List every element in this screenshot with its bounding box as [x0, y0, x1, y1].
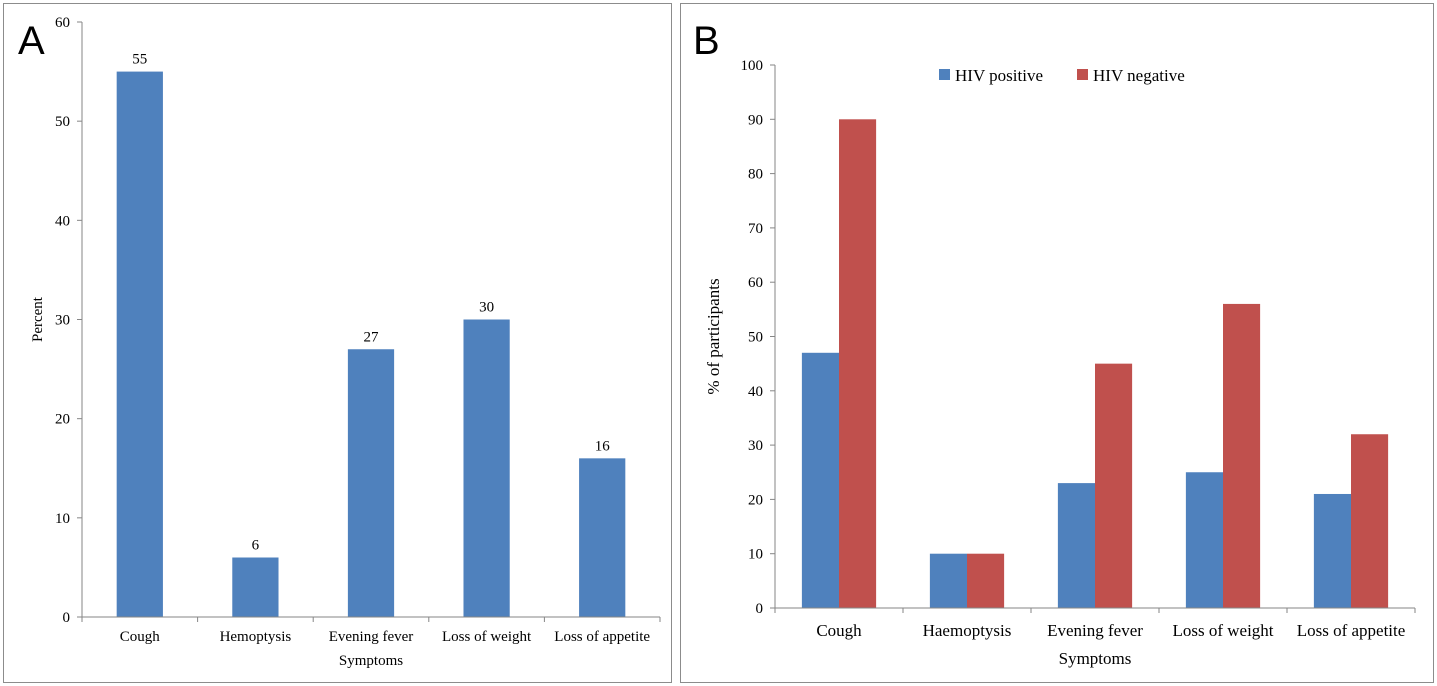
chart-panel-a: A 0 10 20 30 40 50 60 55 Cough 6 Hemoptysis 27 Eveni…: [3, 3, 672, 683]
chart-b-y-tick-label: 10: [748, 547, 763, 563]
chart-b-category-label: Haemoptysis: [923, 621, 1012, 640]
chart-b-y-tick-label: 100: [741, 58, 764, 74]
chart-a-data-label: 55: [132, 52, 147, 68]
chart-b-category-label: Loss of appetite: [1297, 621, 1406, 640]
chart-a-y-tick-label: 10: [55, 511, 70, 527]
chart-b-y-tick-label: 80: [748, 167, 763, 183]
chart-b-y-tick-label: 30: [748, 438, 763, 454]
chart-a-category-label: Loss of appetite: [554, 629, 650, 645]
chart-b-bar-hiv-positive-evening-fever: [1057, 483, 1095, 608]
chart-b-legend-label: HIV negative: [1093, 66, 1185, 85]
chart-a-y-tick-label: 40: [55, 213, 70, 229]
chart-b-y-axis-title: % of participants: [704, 278, 723, 394]
chart-b-bar-hiv-negative-loss-of-appetite: [1351, 434, 1389, 608]
chart-b-legend: HIV positive HIV negative: [939, 66, 1185, 85]
chart-a-category-label: Loss of weight: [442, 629, 532, 645]
chart-a-y-tick-label: 20: [55, 412, 70, 428]
chart-a-bar-loss-of-appetite: [579, 458, 626, 617]
chart-a-y-tick-label: 50: [55, 114, 70, 130]
chart-a-y-axis-title: Percent: [30, 296, 46, 342]
chart-a-data-label: 27: [364, 329, 380, 345]
chart-a-bar-evening-fever: [347, 349, 395, 617]
chart-a-category-label: Evening fever: [329, 629, 414, 645]
chart-a-data-label: 30: [479, 300, 494, 316]
chart-a-y-tick-label: 0: [63, 610, 71, 626]
chart-b-bar-hiv-negative-haemoptysis: [967, 553, 1005, 608]
chart-b-bar-hiv-positive-loss-of-appetite: [1313, 493, 1351, 608]
chart-a-x-axis-title: Symptoms: [339, 653, 403, 669]
chart-a-bar-loss-of-weight: [463, 319, 510, 617]
chart-b-y-tick-label: 90: [748, 112, 763, 128]
chart-a-bar-cough: [116, 71, 163, 618]
chart-b-bar-hiv-negative-loss-of-weight: [1223, 303, 1261, 608]
chart-a-svg: A 0 10 20 30 40 50 60 55 Cough 6 Hemoptysis 27 Eveni…: [18, 15, 661, 669]
chart-b-panel-letter: B: [693, 19, 720, 63]
chart-b-bar-hiv-positive-loss-of-weight: [1185, 472, 1223, 608]
chart-a-y-tick-label: 60: [55, 15, 70, 31]
chart-b-y-tick-label: 20: [748, 492, 763, 508]
chart-b-category-label: Cough: [816, 621, 862, 640]
chart-b-y-tick-label: 70: [748, 221, 763, 237]
chart-a-bar-hemoptysis: [232, 557, 279, 617]
chart-b-category-label: Loss of weight: [1172, 621, 1273, 640]
chart-a-y-tick-label: 30: [55, 313, 70, 329]
chart-b-bar-hiv-positive-cough: [801, 352, 839, 608]
chart-b-y-tick-label: 60: [748, 275, 763, 291]
chart-b-category-label: Evening fever: [1047, 621, 1143, 640]
chart-b-legend-swatch-hiv-negative: [1077, 69, 1088, 80]
chart-a-panel-letter: A: [18, 19, 45, 63]
chart-b-y-tick-label: 40: [748, 384, 763, 400]
chart-b-bar-hiv-negative-cough: [839, 119, 877, 609]
chart-b-svg: B 0 10 20 30 40 50 60 70 80 90 100 Cough Haemoptysis…: [693, 19, 1416, 668]
chart-b-bar-hiv-negative-evening-fever: [1095, 363, 1133, 608]
chart-b-y-tick-label: 50: [748, 330, 763, 346]
chart-a-category-label: Cough: [120, 629, 161, 645]
chart-a-data-label: 16: [595, 438, 611, 454]
chart-b-y-tick-label: 0: [756, 601, 764, 617]
chart-b-x-axis-title: Symptoms: [1059, 649, 1132, 668]
chart-panel-b: B 0 10 20 30 40 50 60 70 80 90 100 Cough Haemoptysis…: [680, 3, 1434, 683]
chart-a-data-label: 6: [252, 538, 260, 554]
chart-b-bar-hiv-positive-haemoptysis: [929, 553, 967, 608]
chart-b-legend-label: HIV positive: [955, 66, 1043, 85]
chart-b-legend-swatch-hiv-positive: [939, 69, 950, 80]
chart-a-category-label: Hemoptysis: [220, 629, 292, 645]
